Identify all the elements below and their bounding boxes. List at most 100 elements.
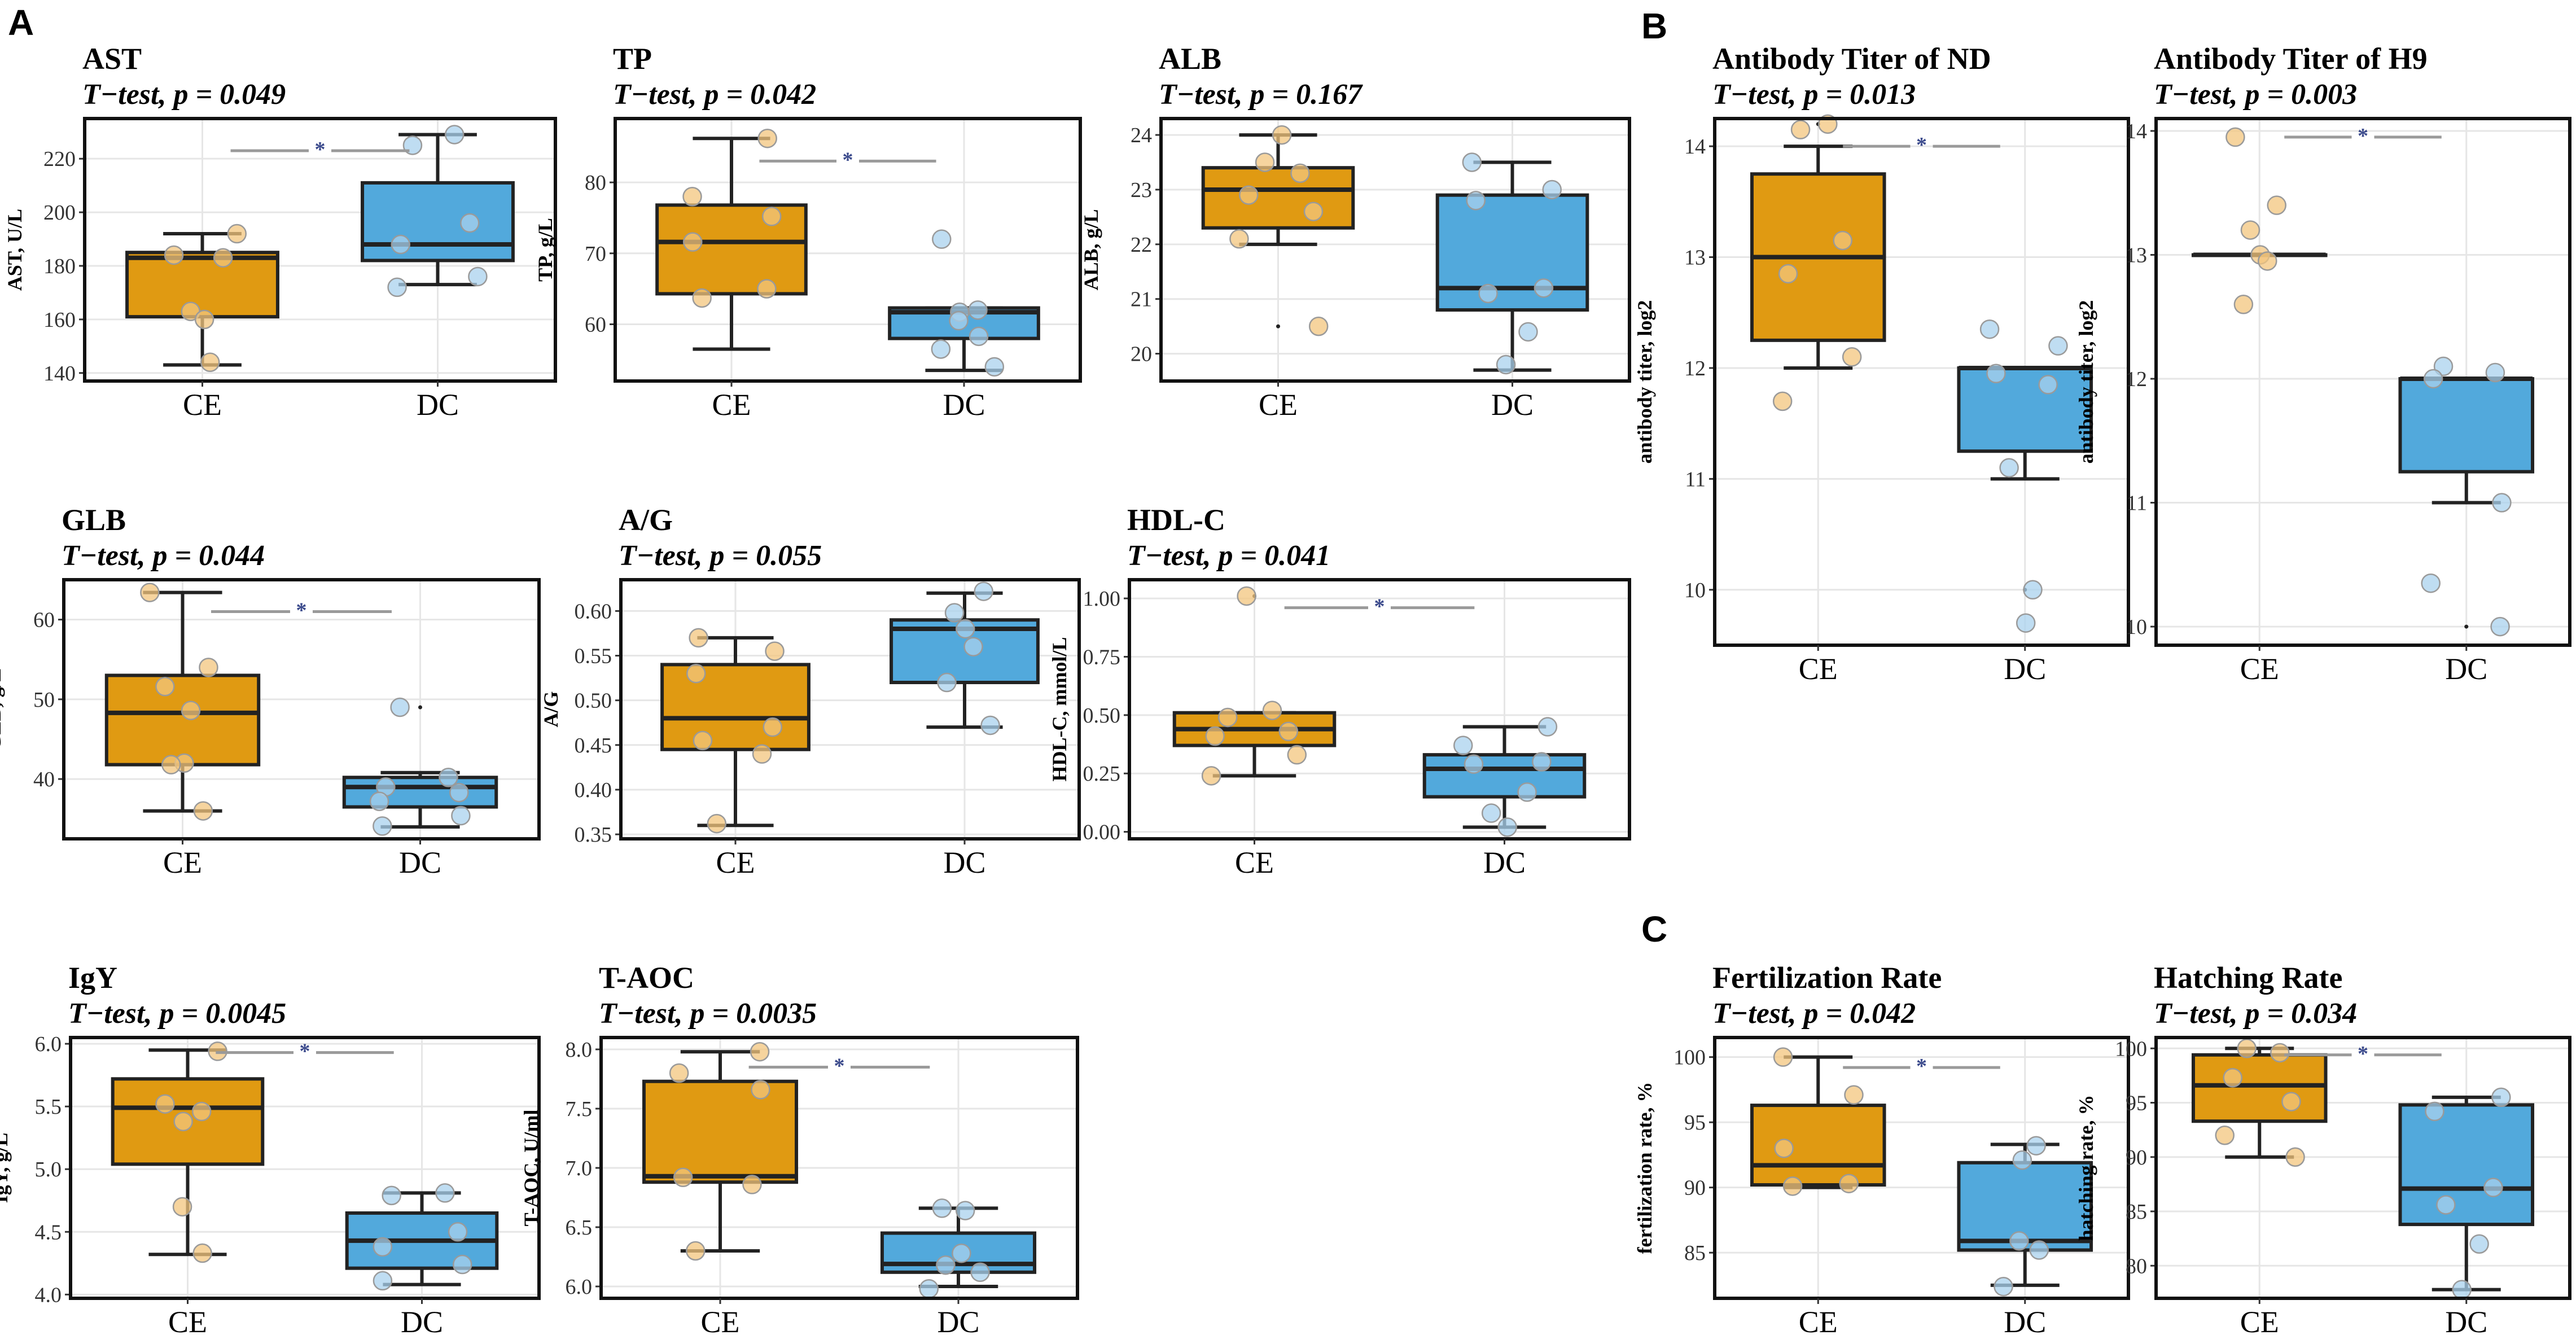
data-point-ce (750, 1041, 770, 1062)
data-point-dc (2016, 613, 2036, 633)
data-point-ce (2233, 295, 2254, 314)
data-point-dc (1994, 1276, 2013, 1297)
box-dc (2398, 377, 2535, 629)
chart-subtitle: T−test, p = 0.0035 (599, 997, 817, 1030)
y-tick-label: 90 (1684, 1176, 1706, 1200)
data-point-dc (373, 1237, 393, 1257)
box-ce (655, 137, 808, 351)
y-tick-label: 6.0 (35, 1032, 62, 1056)
chart-title: Antibody Titer of ND (1712, 42, 1991, 76)
y-tick-label: 60 (585, 313, 606, 336)
y-tick-label: 13 (1684, 246, 1706, 270)
data-point-dc (460, 213, 480, 233)
y-tick-label: 11 (1685, 467, 1706, 491)
x-tick-label: CE (712, 388, 751, 422)
data-point-dc (2483, 1178, 2503, 1197)
y-tick-label: 5.0 (35, 1158, 62, 1181)
data-point-ce (682, 186, 702, 207)
y-tick-label: 50 (33, 688, 55, 712)
x-tick-label: CE (168, 1305, 207, 1335)
data-point-dc (969, 326, 989, 347)
y-tick-label: 6.0 (566, 1275, 593, 1299)
data-point-ce (1790, 120, 1811, 139)
data-point-ce (1287, 745, 1307, 765)
x-tick-label: CE (163, 846, 202, 879)
data-point-ce (1237, 586, 1256, 606)
box-body (2191, 1053, 2328, 1123)
chart-subtitle: T−test, p = 0.041 (1127, 540, 1330, 572)
data-point-dc (369, 791, 389, 811)
chart-title: T-AOC (599, 961, 694, 995)
plot-frame (1713, 117, 2130, 647)
data-point-dc (1478, 283, 1498, 304)
data-point-ce (1833, 230, 1852, 251)
data-point-dc (1517, 782, 1537, 802)
data-point-ce (686, 1241, 706, 1261)
data-point-ce (2285, 1147, 2305, 1167)
data-point-ce (1308, 316, 1329, 336)
y-tick-label: 14 (1684, 135, 1706, 159)
data-point-dc (936, 1255, 956, 1275)
plot-area (1129, 580, 1629, 839)
data-point-ce (193, 801, 213, 821)
data-point-dc (468, 266, 488, 287)
data-point-dc (387, 277, 407, 297)
x-tick-label: DC (2004, 1305, 2046, 1335)
x-tick-label: DC (399, 846, 441, 879)
significance-star: * (1916, 1054, 1927, 1078)
chart-subtitle: T−test, p = 0.013 (1712, 78, 1916, 111)
data-point-ce (1774, 1139, 1794, 1158)
x-tick-label: DC (943, 846, 985, 879)
x-tick-label: CE (2240, 652, 2279, 686)
x-tick-label: DC (401, 1305, 443, 1335)
y-axis-label: ALB, g/L (1080, 209, 1102, 290)
chart-title: Hatching Rate (2154, 961, 2342, 995)
y-tick-label: 1.00 (1083, 587, 1121, 611)
chart-hdl: HDL-CT−test, p = 0.041 0.00 0.25 0.50 0.75 1.… (1048, 503, 1631, 879)
data-point-ce (757, 279, 777, 299)
plot-frame (599, 1036, 1079, 1300)
box-body (1957, 366, 2093, 453)
y-tick-label: 100 (1673, 1046, 1706, 1070)
data-point-ce (1272, 125, 1292, 145)
significance-star: * (843, 148, 853, 172)
y-axis-label: fertilization rate, % (1633, 1082, 1656, 1254)
data-point-dc (444, 125, 465, 145)
data-point-dc (1481, 803, 1501, 823)
y-tick-label: 10 (1684, 579, 1706, 602)
significance-star: * (1916, 133, 1927, 157)
significance-star: * (1374, 595, 1385, 619)
data-point-dc (1979, 319, 2000, 339)
data-point-ce (2240, 220, 2260, 240)
data-point-ce (227, 224, 247, 244)
plot-frame (83, 117, 557, 383)
data-point-dc (1986, 364, 2006, 384)
data-point-ce (173, 1111, 193, 1132)
data-point-ce (682, 232, 703, 252)
y-tick-label: 10 (2126, 615, 2147, 639)
data-point-dc (974, 581, 993, 601)
box-body (2398, 377, 2535, 474)
data-point-dc (1518, 322, 1538, 342)
data-point-dc (2421, 573, 2441, 593)
x-tick-label: DC (1483, 846, 1526, 879)
box-body (361, 181, 515, 262)
plot-frame (1713, 1036, 2130, 1300)
data-point-ce (1239, 185, 1259, 205)
chart-title: GLB (62, 503, 126, 537)
y-tick-label: 5.5 (35, 1095, 62, 1119)
data-point-ce (757, 128, 777, 148)
data-point-dc (449, 782, 469, 803)
plot-frame (62, 578, 541, 841)
data-point-ce (2215, 1126, 2235, 1145)
outlier-mark (2464, 624, 2469, 629)
y-tick-label: 70 (585, 242, 606, 266)
y-tick-label: 0.60 (575, 599, 612, 623)
data-point-ce (1290, 163, 1310, 183)
plot-frame (2154, 1036, 2571, 1300)
data-point-dc (931, 339, 951, 359)
data-point-ce (1229, 229, 1249, 249)
y-tick-label: 0.35 (575, 823, 612, 847)
